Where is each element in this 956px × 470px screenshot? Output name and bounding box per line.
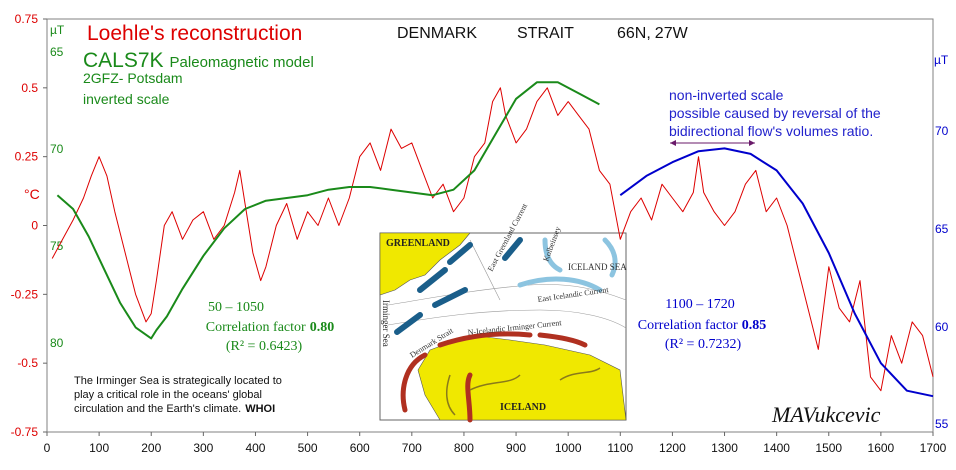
warm-current-arrows — [400, 331, 588, 423]
x-tick-label: 1200 — [659, 441, 686, 455]
cold-current-arrow — [432, 287, 468, 308]
x-tick-label: 1700 — [920, 441, 947, 455]
y-right-tick-label: 60 — [935, 320, 949, 334]
whoi-line1: The Irminger Sea is strategically locate… — [74, 375, 282, 387]
map-label-iceland-sea: ICELAND SEA — [568, 262, 627, 272]
x-tick-label: 500 — [298, 441, 318, 455]
coastal-current-arrow — [445, 374, 456, 416]
map-label-greenland: GREENLAND — [386, 238, 450, 249]
cold-current-arrow — [502, 237, 523, 261]
y-right-tick-label: 70 — [935, 124, 949, 138]
left-r2: (R² = 0.6423) — [226, 339, 303, 354]
right-corr-label: Correlation factor — [638, 318, 738, 333]
x-tick-label: 1500 — [815, 441, 842, 455]
east-icelandic-arrows — [517, 237, 618, 293]
right-correlation: Correlation factor 0.85 — [638, 318, 766, 333]
x-tick-label: 900 — [506, 441, 526, 455]
map-inset: GREENLAND ICELAND SEA East Greenland Cur… — [379, 201, 627, 423]
x-tick-label: 1300 — [711, 441, 738, 455]
east-icelandic-arrow — [517, 276, 603, 293]
coastal-current-arrows — [445, 367, 601, 416]
header-lon: 27W — [655, 25, 689, 42]
y-tick-label: -0.25 — [11, 287, 39, 301]
subtitle-model-desc: Paleomagnetic model — [170, 54, 314, 71]
series-line-model-inverted — [56, 81, 600, 340]
map-contour-2 — [387, 309, 627, 329]
series-line-model-noninverted — [619, 147, 934, 398]
x-tick-label: 1000 — [555, 441, 582, 455]
cold-current-arrow — [394, 312, 423, 335]
map-label-irminger-sea: Irminger Sea — [381, 300, 391, 347]
y-tick-label: 0.5 — [21, 81, 38, 95]
chart-title: Loehle's reconstruction — [87, 22, 302, 45]
whoi-line3-text: circulation and the Earth's climate. — [74, 403, 241, 415]
left-corr-value: 0.80 — [310, 320, 335, 335]
x-tick-label: 1100 — [607, 441, 633, 455]
x-tick-label: 0 — [44, 441, 51, 455]
warm-current-arrow — [400, 352, 428, 413]
x-tick-label: 700 — [402, 441, 422, 455]
series-line-reconstruction — [51, 87, 934, 392]
x-tick-label: 600 — [350, 441, 370, 455]
left-correlation: Correlation factor 0.80 — [206, 320, 334, 335]
y-tick-label: 0 — [31, 219, 38, 233]
x-tick-label: 100 — [89, 441, 109, 455]
y-left-inverted-unit: µT — [50, 23, 65, 37]
x-tick-label: 400 — [245, 441, 265, 455]
map-label-iceland: ICELAND — [500, 402, 546, 413]
x-tick-label: 300 — [193, 441, 213, 455]
y-tick-label: -0.5 — [17, 356, 38, 370]
warm-current-arrow — [465, 372, 473, 423]
warm-current-arrow — [437, 331, 533, 348]
author-signature: MAVukcevic — [771, 402, 881, 427]
header-coords: 66N, 27W — [617, 25, 689, 42]
y-right-unit: µT — [934, 53, 949, 67]
y-right-tick-label: 65 — [935, 222, 949, 236]
x-tick-label: 1400 — [763, 441, 790, 455]
chart-subtitle: CALS7K Paleomagnetic model — [83, 49, 314, 72]
whoi-line3: circulation and the Earth's climate. WHOI — [74, 403, 275, 415]
y-tick-label: 0.75 — [15, 12, 39, 26]
header-strait: STRAIT — [517, 25, 574, 42]
left-range-label: 50 – 1050 — [208, 300, 264, 315]
y-inverted-tick-label: 75 — [50, 239, 64, 253]
cold-current-arrow — [447, 242, 473, 265]
right-r2: (R² = 0.7232) — [665, 337, 742, 352]
east-icelandic-arrow — [602, 237, 618, 278]
coastal-current-arrow — [559, 367, 601, 381]
whoi-line2: play a critical role in the oceans' glob… — [74, 389, 262, 401]
x-tick-label: 800 — [454, 441, 474, 455]
right-corr-value: 0.85 — [742, 318, 767, 333]
noninverted-note-line3: bidirectional flow's volumes ratio. — [669, 123, 873, 139]
right-range-label: 1100 – 1720 — [665, 297, 734, 312]
y-left-unit: °C — [24, 186, 40, 202]
greenland-landmass — [379, 232, 471, 296]
left-corr-label: Correlation factor — [206, 320, 306, 335]
y-tick-label: 0.25 — [15, 150, 39, 164]
x-tick-label: 200 — [141, 441, 161, 455]
coastal-current-arrow — [469, 374, 521, 391]
header-location: DENMARK — [397, 25, 477, 42]
cold-current-arrow — [417, 267, 448, 293]
header-lat: 66N, — [617, 25, 651, 42]
y-right-tick-label: 55 — [935, 417, 949, 431]
inverted-scale-note: inverted scale — [83, 91, 170, 107]
y-inverted-tick-label: 65 — [50, 45, 64, 59]
subtitle-model-name: CALS7K — [83, 49, 164, 72]
noninverted-note-line2: possible caused by reversal of the — [669, 105, 881, 121]
noninverted-note-line1: non-inverted scale — [669, 87, 784, 103]
y-tick-label: -0.75 — [11, 425, 39, 439]
y-inverted-tick-label: 70 — [50, 142, 64, 156]
x-tick-label: 1600 — [868, 441, 895, 455]
y-inverted-tick-label: 80 — [50, 336, 64, 350]
cold-current-arrows — [394, 237, 523, 335]
whoi-source: WHOI — [245, 403, 275, 415]
model-source: 2GFZ- Potsdam — [83, 70, 183, 86]
warm-current-arrow — [537, 332, 588, 348]
east-icelandic-arrow — [542, 237, 563, 273]
